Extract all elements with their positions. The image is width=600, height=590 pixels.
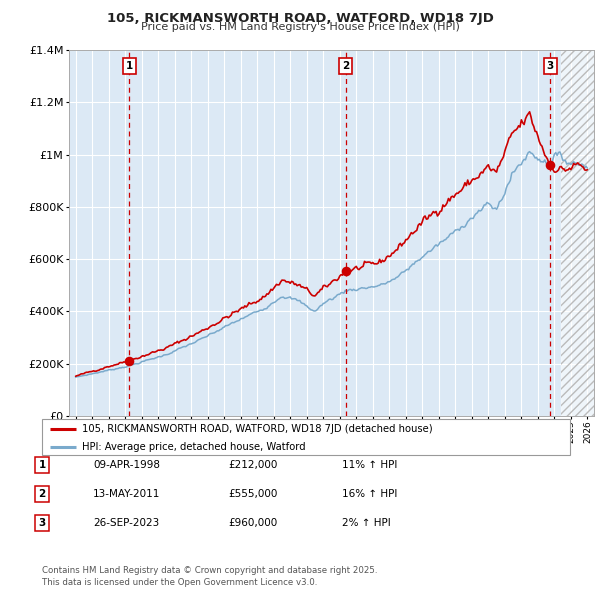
Text: 1: 1 (38, 460, 46, 470)
Bar (562, 50, 600, 416)
FancyBboxPatch shape (42, 419, 570, 455)
Text: 3: 3 (547, 61, 554, 71)
Text: 2: 2 (38, 489, 46, 499)
Text: 105, RICKMANSWORTH ROAD, WATFORD, WD18 7JD (detached house): 105, RICKMANSWORTH ROAD, WATFORD, WD18 7… (82, 424, 432, 434)
Text: 1: 1 (125, 61, 133, 71)
Point (341, 266, 350, 276)
Text: £960,000: £960,000 (228, 518, 277, 527)
Text: 26-SEP-2023: 26-SEP-2023 (93, 518, 159, 527)
Text: 2% ↑ HPI: 2% ↑ HPI (342, 518, 391, 527)
Text: £212,000: £212,000 (228, 460, 277, 470)
Bar (562, 50, 600, 416)
Point (545, 160, 555, 170)
Text: Contains HM Land Registry data © Crown copyright and database right 2025.
This d: Contains HM Land Registry data © Crown c… (42, 566, 377, 587)
Text: 105, RICKMANSWORTH ROAD, WATFORD, WD18 7JD: 105, RICKMANSWORTH ROAD, WATFORD, WD18 7… (107, 12, 493, 25)
Text: 11% ↑ HPI: 11% ↑ HPI (342, 460, 397, 470)
Text: 16% ↑ HPI: 16% ↑ HPI (342, 489, 397, 499)
Text: HPI: Average price, detached house, Watford: HPI: Average price, detached house, Watf… (82, 442, 305, 453)
Text: 13-MAY-2011: 13-MAY-2011 (93, 489, 160, 499)
Text: Price paid vs. HM Land Registry's House Price Index (HPI): Price paid vs. HM Land Registry's House … (140, 22, 460, 32)
Point (124, 356, 134, 365)
Text: 09-APR-1998: 09-APR-1998 (93, 460, 160, 470)
Text: 3: 3 (38, 518, 46, 527)
Text: 2: 2 (342, 61, 349, 71)
Text: £555,000: £555,000 (228, 489, 277, 499)
